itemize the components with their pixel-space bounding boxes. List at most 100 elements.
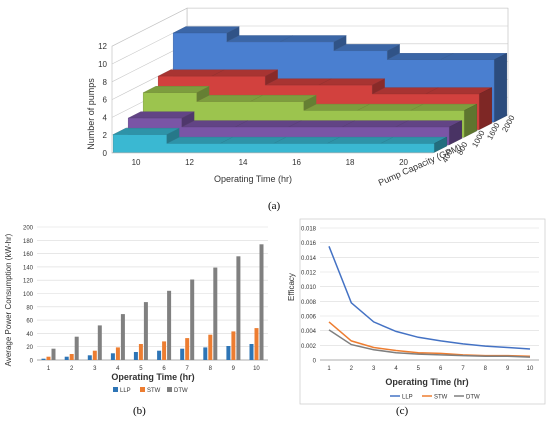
- c-legend: LLP STW DTW: [390, 395, 480, 401]
- c-lines: [328, 246, 531, 358]
- b-legend-swatch: [167, 387, 172, 392]
- b-legend-swatch: [140, 387, 145, 392]
- b-bar: [64, 356, 69, 360]
- c-x-tick: 10: [527, 366, 534, 372]
- b-bar: [236, 256, 241, 360]
- a-x-axis-label: Operating Time (hr): [214, 174, 292, 184]
- b-bar: [259, 244, 264, 360]
- c-x-ticks: 1 2 3 4 5 6 7 8 9 10: [327, 366, 534, 372]
- c-line-llp: [328, 246, 531, 350]
- b-x-ticks: 1 2 3 4 5 6 7 8 9 10: [47, 366, 261, 372]
- b-bar: [87, 355, 92, 360]
- a-bars: [112, 26, 507, 153]
- b-x-tick: 6: [162, 366, 166, 372]
- b-y-tick: 100: [23, 292, 34, 298]
- a-x-tick: 10: [132, 158, 141, 167]
- b-y-tick: 140: [23, 265, 34, 271]
- c-y-tick: 0.018: [301, 227, 317, 233]
- b-y-tick: 120: [23, 279, 34, 285]
- b-x-axis-label: Operating Time (hr): [111, 372, 194, 382]
- b-x-tick: 1: [47, 366, 51, 372]
- b-bar: [180, 348, 185, 360]
- b-bar: [97, 325, 102, 360]
- b-x-tick: 3: [93, 366, 97, 372]
- c-x-tick: 9: [506, 366, 510, 372]
- a-x-tick: 12: [185, 158, 194, 167]
- c-y-tick: 0.012: [301, 271, 317, 277]
- c-y-tick: 0.016: [301, 241, 317, 247]
- a-y-tick: 0: [103, 149, 108, 158]
- b-bar: [143, 302, 148, 360]
- b-y-tick: 200: [23, 226, 34, 232]
- a-gridline: [111, 25, 508, 65]
- c-x-tick: 6: [439, 366, 443, 372]
- b-y-tick: 160: [23, 252, 34, 258]
- c-x-tick: 8: [484, 366, 488, 372]
- b-bar: [203, 347, 208, 360]
- a-bar-riser: [333, 35, 347, 51]
- c-x-tick: 1: [327, 366, 331, 372]
- b-bar: [226, 346, 231, 360]
- a-x-tick: 16: [292, 158, 301, 167]
- a-y-tick: 2: [103, 131, 108, 140]
- c-frame: [299, 218, 546, 405]
- a-y-tick: 12: [98, 42, 107, 51]
- a-bar-riser: [372, 78, 385, 94]
- a-x-tick: 14: [239, 158, 248, 167]
- b-y-tick: 40: [26, 332, 33, 338]
- a-y-tick: 8: [103, 78, 108, 87]
- c-y-ticks: 0 0.002 0.004 0.006 0.008 0.010 0.012 0.014 0.01…: [301, 227, 317, 365]
- b-y-tick: 60: [26, 319, 33, 325]
- a-x-tick: 20: [399, 158, 408, 167]
- c-y-tick: 0.008: [301, 300, 317, 306]
- c-legend-label: DTW: [466, 395, 480, 401]
- caption-b: (b): [133, 405, 146, 417]
- a-y-tick: 4: [103, 113, 108, 122]
- b-bar: [162, 341, 167, 360]
- c-x-tick: 7: [461, 366, 465, 372]
- b-y-tick: 80: [26, 305, 33, 311]
- c-legend-label: STW: [434, 395, 448, 401]
- b-y-tick: 0: [30, 359, 34, 365]
- a-y-axis-label: Number of pumps: [86, 78, 96, 150]
- c-y-tick: 0.006: [301, 315, 317, 321]
- b-bar: [138, 344, 143, 360]
- b-y-tick: 20: [26, 345, 33, 351]
- c-y-axis-label: Efficacy: [287, 273, 296, 301]
- b-x-tick: 2: [70, 366, 74, 372]
- c-x-tick: 3: [372, 366, 376, 372]
- b-bar: [74, 336, 79, 360]
- c-y-tick: 0: [313, 359, 317, 365]
- b-bar: [167, 290, 172, 360]
- efficacy-line-chart: 0 0.002 0.004 0.006 0.008 0.010 0.012 0.014 0.01…: [287, 218, 546, 405]
- b-x-tick: 10: [253, 366, 260, 372]
- a-bar-riser: [303, 95, 317, 111]
- b-y-ticks: 0 20 40 60 80 100 120 140 160 180 200: [23, 226, 34, 365]
- b-x-tick: 4: [116, 366, 120, 372]
- c-y-tick: 0.002: [301, 344, 317, 350]
- a-x-tick: 18: [346, 158, 355, 167]
- a-y-tick: 10: [98, 60, 107, 69]
- b-bar: [213, 267, 218, 360]
- a-series-front: [112, 134, 435, 153]
- b-bar: [115, 347, 120, 360]
- b-bar: [110, 353, 115, 360]
- a-bar-riser: [226, 26, 240, 42]
- b-y-tick: 180: [23, 239, 34, 245]
- a-bar-riser: [196, 86, 210, 102]
- b-bar: [157, 350, 162, 360]
- a-y-tick: 6: [103, 96, 108, 105]
- caption-a: (a): [268, 200, 281, 212]
- c-y-tick: 0.010: [301, 285, 317, 291]
- b-bar: [120, 314, 125, 360]
- b-legend-label: STW: [147, 388, 161, 394]
- c-legend-label: LLP: [402, 395, 413, 401]
- b-x-tick: 7: [185, 366, 189, 372]
- a-bar-riser: [166, 128, 180, 144]
- c-y-tick: 0.014: [301, 256, 317, 262]
- c-y-tick: 0.004: [301, 329, 317, 335]
- b-bar: [69, 354, 74, 360]
- c-x-tick: 4: [394, 366, 398, 372]
